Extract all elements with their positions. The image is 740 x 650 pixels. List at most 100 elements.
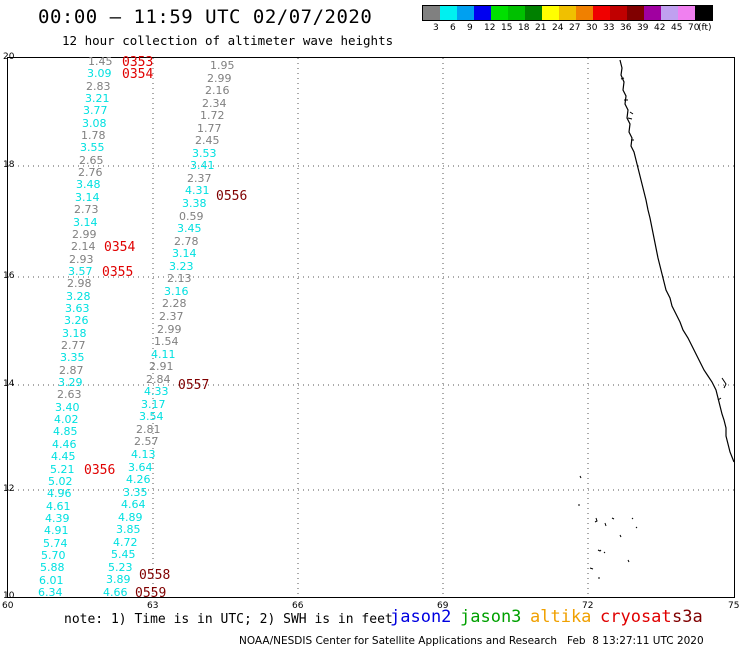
y-tick-label: 14	[3, 379, 15, 389]
legend-swatch	[423, 6, 440, 20]
wave-height-value: 2.65	[79, 154, 104, 167]
wave-height-value: 2.83	[86, 80, 111, 93]
satellite-jason2: jason2	[390, 607, 452, 627]
wave-height-value: 4.61	[46, 500, 71, 513]
legend-label: 15	[501, 23, 513, 33]
wave-height-value: 1.45	[88, 55, 113, 68]
pass-time-label: 0559	[135, 586, 167, 601]
wave-height-value: 3.14	[172, 247, 197, 260]
y-tick-label: 12	[3, 484, 15, 494]
legend-swatch	[559, 6, 576, 20]
wave-height-value: 3.29	[58, 376, 83, 389]
wave-height-value: 4.31	[185, 184, 210, 197]
wave-height-value: 2.73	[74, 203, 99, 216]
y-tick-label: 16	[3, 271, 15, 281]
wave-height-value: 3.28	[66, 290, 91, 303]
wave-height-value: 2.84	[146, 373, 171, 386]
legend-swatch	[644, 6, 661, 20]
pass-time-label: 0356	[84, 463, 116, 478]
y-tick-label: 18	[3, 160, 15, 170]
wave-height-value: 2.78	[174, 235, 199, 248]
wave-height-value: 2.16	[205, 84, 230, 97]
satellite-jason3: jason3	[460, 607, 522, 627]
wave-height-value: 4.13	[131, 448, 156, 461]
legend-swatch	[627, 6, 644, 20]
wave-height-value: 3.35	[123, 486, 148, 499]
grid-lines	[8, 58, 734, 597]
wave-height-value: 3.53	[192, 147, 217, 160]
pass-time-label: 0558	[139, 568, 171, 583]
legend-label: 24	[552, 23, 564, 33]
x-tick-label: 63	[147, 601, 159, 611]
wave-height-value: 3.16	[164, 285, 189, 298]
legend-label: 45	[671, 23, 683, 33]
legend-swatch	[508, 6, 525, 20]
wave-height-value: 3.45	[177, 222, 202, 235]
wave-height-value: 6.01	[39, 574, 64, 587]
wave-height-value: 3.18	[62, 327, 87, 340]
wave-height-value: 2.57	[134, 435, 159, 448]
legend-label: 9	[467, 23, 473, 33]
footer-credit: NOAA/NESDIS Center for Satellite Applica…	[239, 635, 704, 647]
wave-height-value: 2.14	[71, 240, 96, 253]
pass-time-label: 0557	[178, 378, 210, 393]
legend-swatch	[474, 6, 491, 20]
wave-height-value: 4.64	[121, 498, 146, 511]
y-tick-label: 20	[3, 52, 15, 62]
wave-height-value: 4.89	[118, 511, 143, 524]
x-tick-label: 69	[437, 601, 449, 611]
x-tick-label: 66	[292, 601, 304, 611]
legend-label: 27	[569, 23, 581, 33]
wave-height-value: 4.96	[47, 487, 72, 500]
legend-label: 33	[603, 23, 615, 33]
legend-label: 3	[433, 23, 439, 33]
legend-label: 42	[654, 23, 666, 33]
wave-height-value: 2.99	[207, 72, 232, 85]
pass-time-label: 0354	[122, 67, 154, 82]
color-legend-labels: 3 6 9 12 15 18 21 24 27 30 33 36 39 42 45 70 (ft)	[422, 23, 740, 35]
wave-height-value: 2.81	[136, 423, 161, 436]
wave-height-value: 3.63	[65, 302, 90, 315]
x-tick-label: 75	[728, 601, 740, 611]
legend-label: 39	[637, 23, 649, 33]
wave-height-value: 2.93	[69, 253, 94, 266]
wave-height-value: 4.91	[44, 524, 69, 537]
wave-height-value: 3.08	[82, 117, 107, 130]
wave-height-value: 3.40	[55, 401, 80, 414]
wave-height-value: 2.34	[202, 97, 227, 110]
wave-height-value: 4.72	[113, 536, 138, 549]
wave-height-value: 3.35	[60, 351, 85, 364]
x-tick-label: 60	[2, 601, 14, 611]
wave-height-value: 4.45	[51, 450, 76, 463]
wave-height-value: 3.21	[85, 92, 110, 105]
wave-height-value: 1.78	[81, 129, 106, 142]
wave-height-value: 3.48	[76, 178, 101, 191]
legend-swatch	[525, 6, 542, 20]
wave-height-value: 5.23	[108, 561, 133, 574]
wave-height-value: 3.09	[87, 67, 112, 80]
wave-height-value: 3.77	[83, 104, 108, 117]
note-text: note: 1) Time is in UTC; 2) SWH is in fe…	[64, 612, 393, 627]
wave-height-value: 5.70	[41, 549, 66, 562]
color-legend	[422, 5, 713, 21]
pass-time-label: 0353	[122, 55, 154, 70]
y-tick-label: 10	[3, 591, 15, 601]
wave-height-value: 2.28	[162, 297, 187, 310]
legend-label: 21	[535, 23, 547, 33]
wave-height-value: 1.77	[197, 122, 222, 135]
wave-height-value: 2.13	[167, 272, 192, 285]
chart-subtitle: 12 hour collection of altimeter wave hei…	[62, 33, 394, 48]
wave-height-value: 2.91	[149, 360, 174, 373]
chart-title: 00:00 – 11:59 UTC 02/07/2020	[38, 6, 373, 28]
legend-swatch	[610, 6, 627, 20]
wave-height-value: 3.89	[106, 573, 131, 586]
satellite-s3a: s3a	[672, 607, 703, 627]
wave-height-value: 4.02	[54, 413, 79, 426]
legend-swatch	[661, 6, 678, 20]
wave-height-value: 5.21	[50, 463, 75, 476]
wave-height-value: 1.72	[200, 109, 225, 122]
pass-time-label: 0354	[104, 240, 136, 255]
wave-height-value: 5.88	[40, 561, 65, 574]
legend-swatch	[542, 6, 559, 20]
